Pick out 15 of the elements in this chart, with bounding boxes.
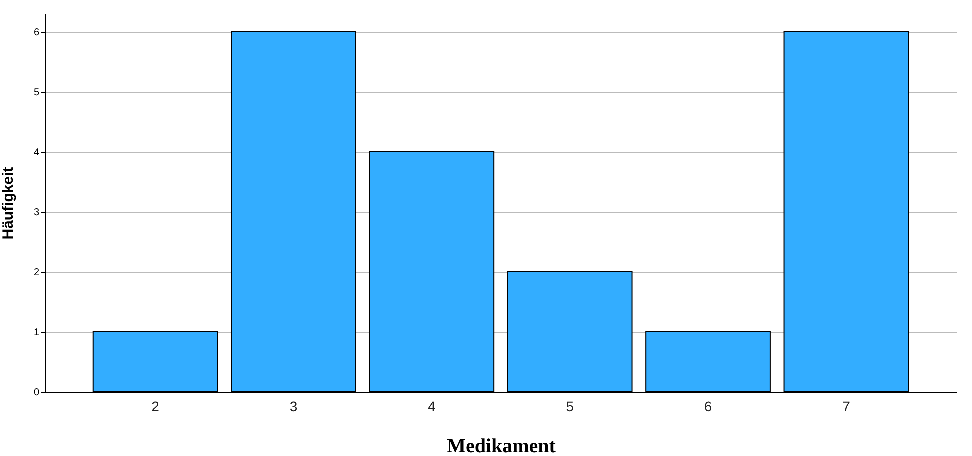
- y-axis-title: Häufigkeit: [0, 167, 17, 240]
- y-tick-label: 3: [34, 208, 40, 218]
- x-tick-label: 7: [842, 398, 851, 414]
- x-tick-label: 5: [566, 398, 574, 414]
- x-tick-label: 4: [428, 398, 436, 414]
- y-tick-label: 5: [34, 88, 40, 98]
- y-tick-label: 6: [34, 28, 40, 38]
- x-tick-label: 6: [704, 398, 712, 414]
- y-tick-label: 1: [34, 328, 40, 338]
- y-tick-label: 4: [34, 148, 40, 158]
- x-axis-title: Medikament: [447, 436, 556, 456]
- y-tick-label: 2: [34, 268, 40, 278]
- x-tick-label: 3: [290, 398, 298, 414]
- x-tick-label: 2: [152, 398, 160, 414]
- y-tick-label: 0: [34, 388, 40, 398]
